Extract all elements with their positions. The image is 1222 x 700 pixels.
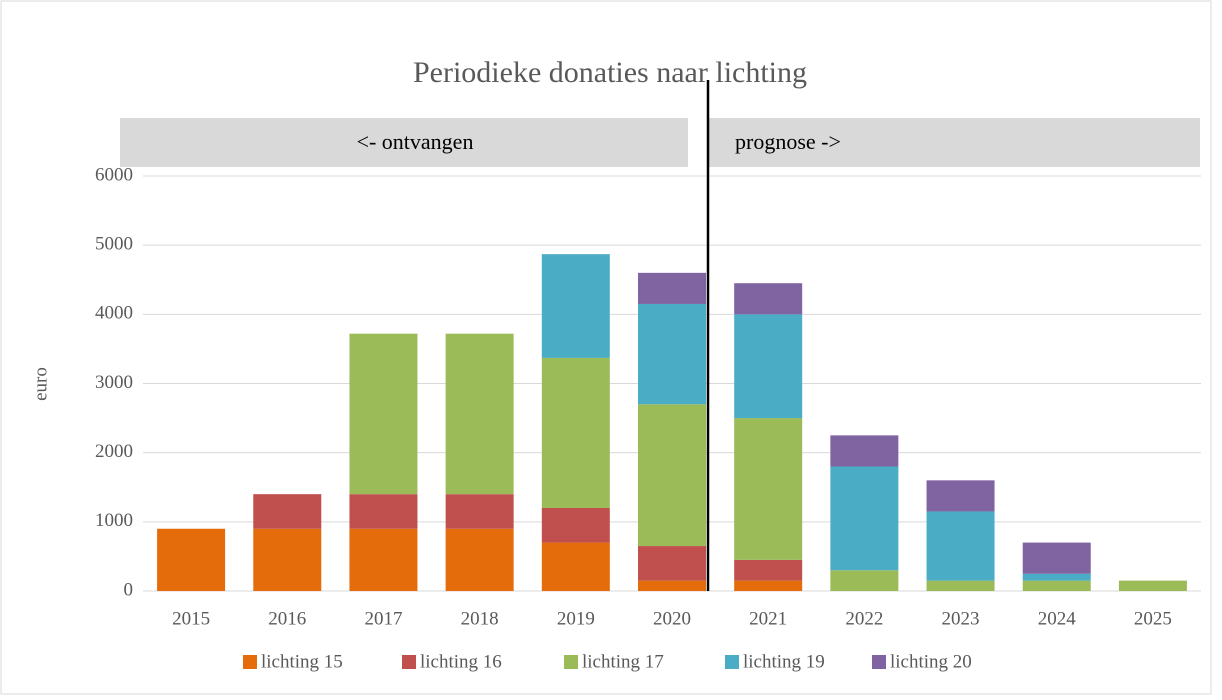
y-tick-label: 1000: [95, 510, 133, 531]
bar-segment: [1022, 580, 1091, 591]
legend-swatch: [872, 655, 886, 669]
bar-segment: [349, 333, 418, 495]
x-tick-label: 2016: [268, 608, 306, 629]
y-tick-label: 3000: [95, 372, 133, 393]
x-tick-label: 2019: [557, 608, 595, 629]
legend-label: lichting 15: [261, 651, 343, 672]
bar-segment: [830, 570, 899, 591]
bar-segment: [157, 528, 226, 591]
bar-segment: [734, 418, 803, 560]
bar-segment: [1118, 580, 1187, 591]
x-tick-label: 2018: [461, 608, 499, 629]
y-axis-label: euro: [30, 367, 51, 401]
y-tick-label: 0: [124, 579, 134, 600]
legend-label: lichting 16: [420, 651, 502, 672]
x-tick-label: 2025: [1134, 608, 1172, 629]
bar-segment: [253, 528, 322, 591]
y-tick-label: 5000: [95, 234, 133, 255]
annotation: prognose ->: [735, 129, 841, 154]
legend-swatch: [402, 655, 416, 669]
x-tick-label: 2022: [845, 608, 883, 629]
legend-swatch: [243, 655, 257, 669]
x-tick-label: 2023: [942, 608, 980, 629]
bar-segment: [349, 528, 418, 591]
bar-segment: [734, 559, 803, 581]
annotation: <- ontvangen: [357, 129, 474, 154]
bar-segment: [926, 580, 995, 591]
y-tick-label: 4000: [95, 303, 133, 324]
y-tick-label: 2000: [95, 441, 133, 462]
bar-segment: [638, 580, 706, 591]
bar-segment: [734, 283, 803, 315]
bar-segment: [349, 494, 418, 529]
legend-swatch: [564, 655, 578, 669]
bar-segment: [734, 580, 803, 591]
bar-segment: [541, 357, 610, 508]
legend-swatch: [725, 655, 739, 669]
bar-segment: [1022, 542, 1091, 574]
bar-segment: [638, 546, 706, 581]
x-tick-label: 2015: [172, 608, 210, 629]
bar-segment: [541, 254, 610, 358]
bar-segment: [926, 511, 995, 581]
legend-label: lichting 19: [743, 651, 825, 672]
bar-segment: [541, 508, 610, 543]
x-tick-label: 2020: [653, 608, 691, 629]
bar-segment: [253, 494, 322, 529]
bar-segment: [638, 272, 706, 304]
bar-segment: [541, 542, 610, 591]
banner: [708, 118, 1200, 167]
bar-segment: [445, 494, 514, 529]
x-tick-label: 2021: [749, 608, 787, 629]
x-tick-label: 2024: [1038, 608, 1077, 629]
bar-segment: [926, 480, 995, 512]
y-tick-label: 6000: [95, 164, 133, 185]
bar-segment: [638, 404, 706, 547]
bar-segment: [445, 528, 514, 591]
chart-title: Periodieke donaties naar lichting: [413, 56, 807, 89]
bar-segment: [1022, 573, 1091, 581]
legend-label: lichting 20: [890, 651, 972, 672]
bar-segment: [830, 466, 899, 571]
bar-segment: [445, 333, 514, 495]
bar-segment: [830, 435, 899, 467]
bar-segment: [734, 314, 803, 419]
bar-segment: [638, 303, 706, 405]
legend-label: lichting 17: [582, 651, 664, 672]
banner: [120, 118, 688, 167]
x-tick-label: 2017: [364, 608, 402, 629]
